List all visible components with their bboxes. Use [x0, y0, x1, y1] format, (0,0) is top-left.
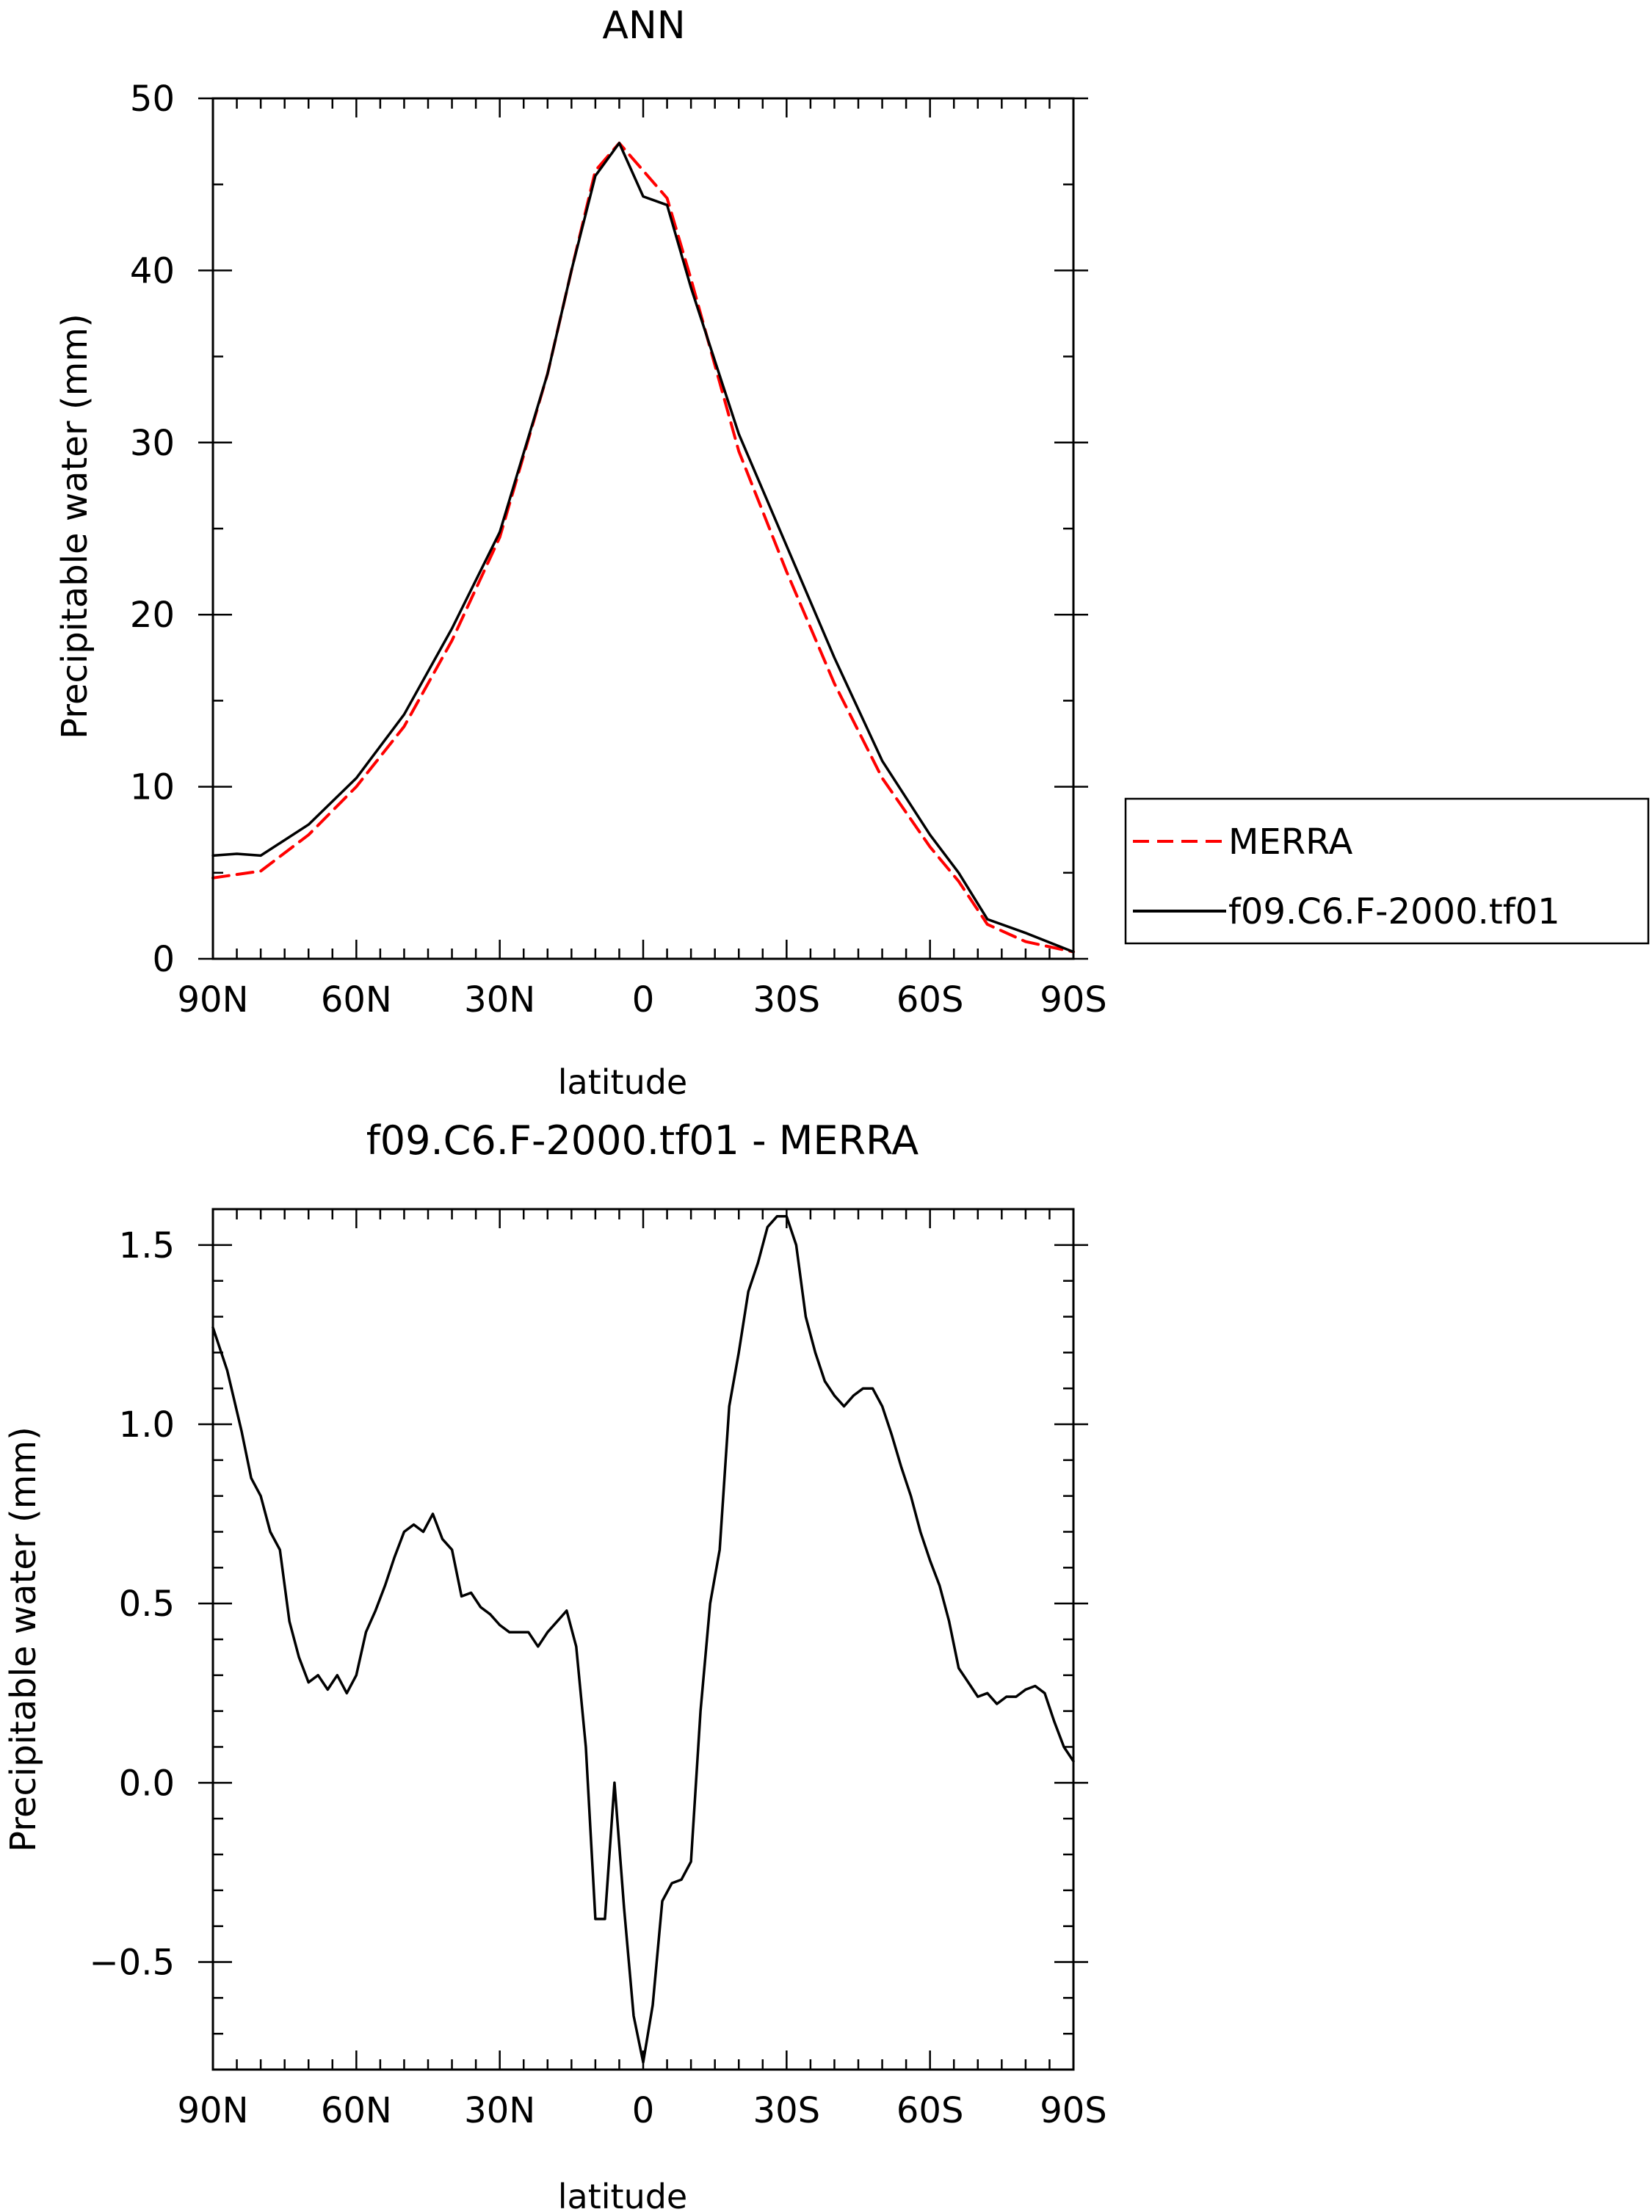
bottom-x-axis-label: latitude	[558, 2177, 687, 2212]
bottom-y-tick-label: −0.5	[89, 1943, 175, 1984]
bottom-x-tick-label: 0	[632, 2090, 655, 2131]
top-series-line-1	[211, 142, 1075, 954]
bottom-panel: f09.C6.F-2000.tf01 - MERRA Precipitable …	[3, 1117, 1107, 2212]
top-x-tick-label: 90N	[178, 979, 249, 1020]
top-x-tick-label: 60S	[896, 979, 964, 1020]
top-y-axis-label: Precipitable water (mm)	[54, 313, 95, 739]
top-x-ticks: 90N 60N 30N 0 30S 60S 90S	[178, 98, 1107, 1020]
bottom-x-tick-label: 90S	[1040, 2090, 1107, 2131]
top-series-group	[211, 141, 1075, 954]
bottom-y-tick-label: 0.5	[119, 1584, 175, 1625]
top-x-tick-label: 30S	[753, 979, 821, 1020]
bottom-x-ticks: 90N 60N 30N 0 30S 60S 90S	[178, 1209, 1107, 2131]
legend-label-merra: MERRA	[1228, 822, 1353, 863]
top-y-tick-label: 40	[130, 250, 175, 291]
bottom-plot-frame	[211, 1208, 1075, 2071]
top-y-tick-label: 30	[130, 423, 175, 464]
top-x-tick-label: 60N	[321, 979, 392, 1020]
top-x-axis-label: latitude	[558, 1062, 687, 1102]
top-plot-frame	[211, 97, 1075, 960]
top-y-tick-label: 50	[130, 79, 175, 120]
legend: MERRA f09.C6.F-2000.tf01	[1124, 797, 1650, 945]
bottom-chart-title: f09.C6.F-2000.tf01 - MERRA	[366, 1117, 919, 1164]
top-y-tick-label: 20	[130, 595, 175, 636]
legend-label-model: f09.C6.F-2000.tf01	[1228, 891, 1560, 932]
bottom-y-tick-label: 1.0	[119, 1404, 175, 1446]
top-x-tick-label: 90S	[1040, 979, 1107, 1020]
top-chart-title: ANN	[602, 4, 685, 48]
bottom-x-tick-label: 30N	[464, 2090, 535, 2131]
bottom-y-ticks: −0.5 0.0 0.5 1.0 1.5	[89, 1208, 1088, 2071]
legend-box	[1124, 797, 1650, 945]
bottom-y-tick-label: 0.0	[119, 1763, 175, 1804]
bottom-series-group	[211, 1215, 1075, 2064]
top-x-tick-label: 0	[632, 979, 655, 1020]
top-panel: ANN Precipitable water (mm) latitude 90N…	[54, 4, 1650, 1102]
bottom-series-line-0	[211, 1215, 1075, 2064]
top-y-tick-label: 0	[152, 939, 175, 980]
top-series-line-0	[211, 141, 1075, 954]
bottom-x-tick-label: 60N	[321, 2090, 392, 2131]
bottom-y-axis-label: Precipitable water (mm)	[3, 1426, 44, 1852]
bottom-x-tick-label: 30S	[753, 2090, 821, 2131]
top-y-ticks: 0 10 20 30 40 50	[130, 79, 1088, 980]
bottom-x-tick-label: 60S	[896, 2090, 964, 2131]
bottom-x-tick-label: 90N	[178, 2090, 249, 2131]
bottom-y-tick-label: 1.5	[119, 1225, 175, 1266]
top-x-tick-label: 30N	[464, 979, 535, 1020]
top-y-tick-label: 10	[130, 767, 175, 808]
